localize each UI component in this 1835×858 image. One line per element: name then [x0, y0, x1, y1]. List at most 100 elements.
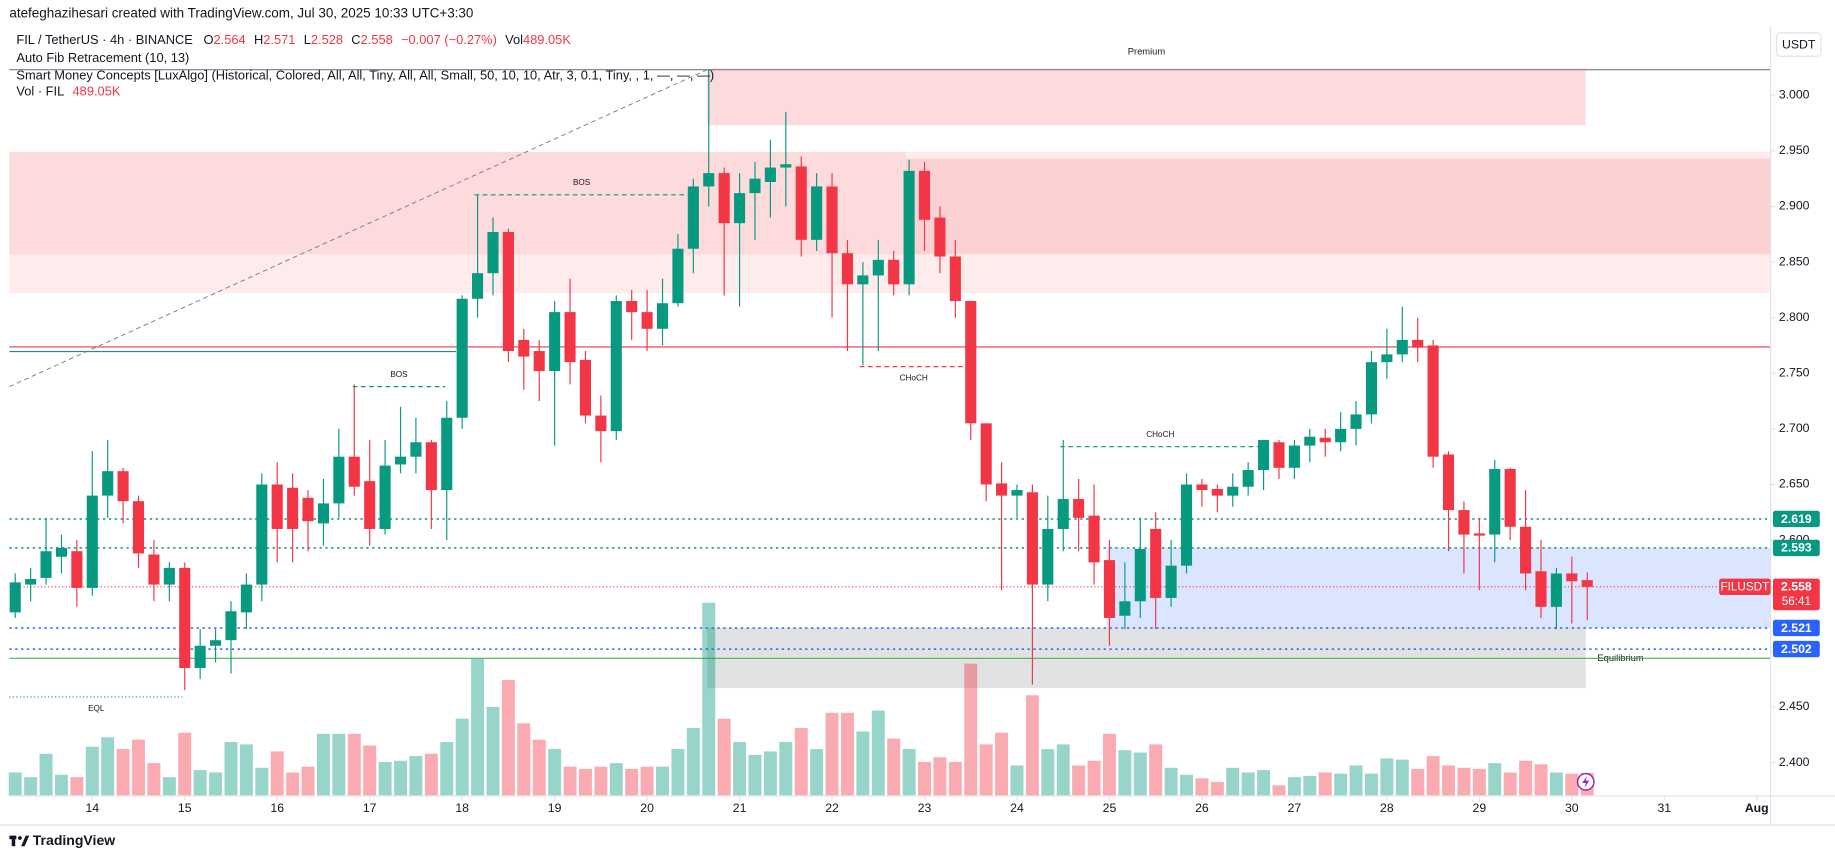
ohlc-value: 2.558	[361, 32, 393, 47]
volume-bar	[424, 753, 438, 796]
volume-bar	[733, 742, 747, 796]
volume-bar	[440, 742, 454, 796]
volume-bar	[1149, 744, 1163, 796]
candle-body	[25, 579, 37, 585]
candle-body	[1273, 442, 1285, 468]
candle-body	[579, 359, 592, 416]
volume-bar	[24, 777, 38, 796]
candle-body	[379, 465, 391, 529]
candle-body	[980, 423, 992, 485]
volume-bar	[394, 760, 407, 796]
volume-bar	[1549, 772, 1563, 796]
candle-body	[1227, 486, 1239, 496]
symbol-badge	[1719, 578, 1771, 595]
candle-body	[595, 415, 607, 432]
candle-body	[1150, 528, 1162, 598]
volume-bar	[363, 745, 377, 796]
candle-body	[1180, 484, 1193, 566]
x-tick-label: 27	[1288, 801, 1302, 815]
ohlc-key: C	[351, 32, 360, 47]
candle-body	[1211, 488, 1223, 496]
ohlc-value: 2.564	[214, 32, 246, 47]
candle-body	[949, 256, 961, 301]
volume-bar	[856, 731, 870, 796]
x-tick-label: Aug	[1745, 801, 1769, 815]
candle-body	[1026, 492, 1038, 585]
candle-body	[425, 442, 437, 491]
candle-body	[1288, 445, 1300, 468]
structure-label: BOS	[573, 178, 591, 187]
x-tick-label: 20	[640, 801, 654, 815]
volume-bar	[1072, 765, 1086, 796]
volume-bar	[964, 663, 978, 796]
price-badge-label: 2.502	[1781, 642, 1812, 656]
candle-body	[1504, 468, 1516, 527]
volume-bar	[1195, 778, 1209, 796]
volume-bar	[656, 766, 669, 796]
candle-body	[333, 456, 345, 504]
volume-bar	[517, 723, 531, 796]
volume-bar	[686, 728, 700, 796]
footer-brand[interactable]: TradingView	[33, 832, 115, 848]
volume-bar	[193, 770, 207, 796]
candle-body	[240, 584, 252, 613]
candle-body	[918, 170, 931, 220]
volume-bar	[54, 774, 68, 796]
candle-body	[965, 300, 977, 424]
candle-body	[1057, 498, 1069, 529]
candle-body	[1550, 573, 1562, 607]
x-tick-label: 22	[825, 801, 839, 815]
indicator-smc[interactable]: Smart Money Concepts [LuxAlgo] (Historic…	[16, 68, 714, 83]
volume-bar	[1503, 772, 1517, 796]
volume-bar	[1411, 768, 1425, 796]
candle-body	[518, 339, 530, 357]
y-tick-label: 2.450	[1779, 699, 1810, 713]
candle-body	[502, 232, 514, 352]
ohlc-key: H	[254, 32, 263, 47]
ohlc-key: O	[203, 32, 213, 47]
indicator-fib[interactable]: Auto Fib Retracement (10, 13)	[16, 50, 189, 65]
x-tick-label: 25	[1103, 801, 1117, 815]
candle-body	[811, 186, 823, 240]
indicator-volume[interactable]: Vol · FIL 489.05K	[16, 84, 120, 99]
volume-bar	[209, 772, 223, 796]
symbol-badge-label: FILUSDT	[1721, 580, 1770, 593]
countdown-label: 56:41	[1782, 595, 1811, 608]
vol-key: Vol	[505, 32, 523, 47]
candle-body	[9, 582, 21, 613]
volume-bar	[455, 718, 469, 796]
x-tick-label: 30	[1565, 801, 1579, 815]
currency-button[interactable]	[1775, 32, 1822, 57]
candle-body	[687, 186, 699, 249]
volume-bar	[1318, 772, 1332, 796]
candle-body	[472, 273, 484, 299]
price-badge-label: 2.619	[1781, 512, 1812, 526]
ohlc-value: 2.571	[263, 32, 295, 47]
currency-label[interactable]: USDT	[1782, 37, 1816, 51]
candle-body	[86, 495, 98, 588]
y-tick-label: 2.950	[1779, 143, 1810, 157]
candle-body	[364, 481, 376, 529]
symbol-legend: FIL / TetherUS · 4h · BINANCE O2.564 H2.…	[16, 32, 571, 47]
candle-body	[1535, 571, 1547, 607]
candle-body	[1442, 454, 1455, 511]
volume-bar	[1210, 781, 1224, 796]
volume-bar	[948, 761, 962, 796]
structure-label: BOS	[390, 370, 408, 379]
candle-body	[533, 351, 545, 372]
volume-bar	[810, 749, 824, 796]
logo-part	[21, 835, 30, 847]
volume-bar	[1010, 765, 1024, 796]
candle-body	[225, 611, 237, 641]
volume-bar	[979, 744, 993, 796]
candle-body	[826, 186, 838, 254]
tv-logo	[9, 835, 30, 847]
candle-body	[1103, 560, 1116, 618]
volume-bar	[1457, 767, 1471, 796]
alert-bolt	[1582, 775, 1590, 788]
volume-bar	[1226, 767, 1240, 796]
candle-body	[348, 456, 360, 487]
candle-body	[857, 275, 869, 285]
